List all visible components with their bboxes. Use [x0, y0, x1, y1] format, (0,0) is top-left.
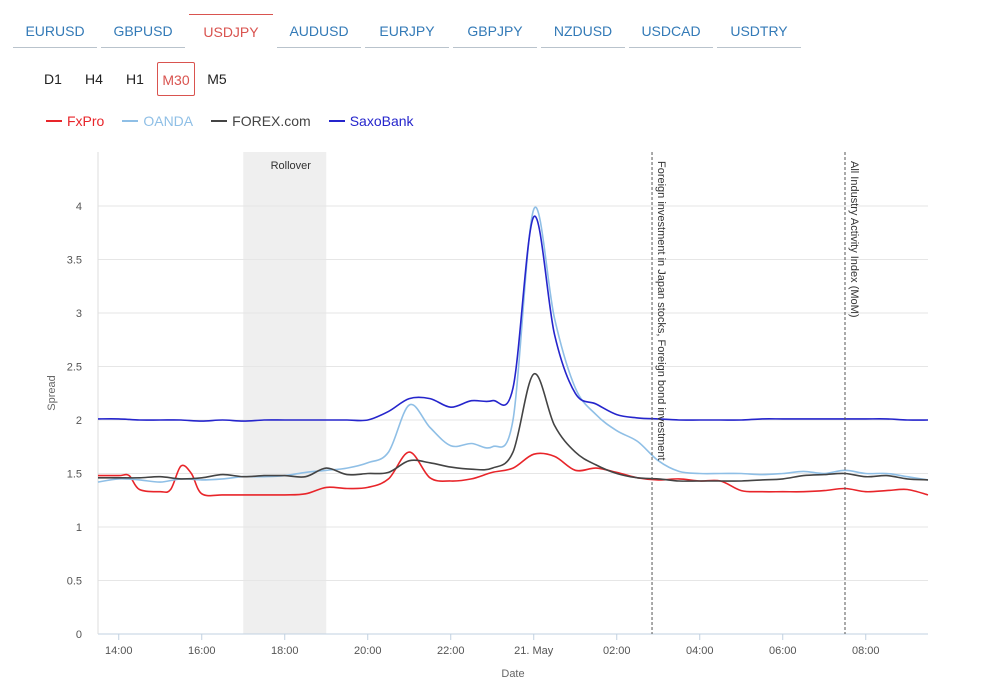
legend-item-saxobank[interactable]: SaxoBank: [328, 113, 414, 129]
legend-item-forex-com[interactable]: FOREX.com: [211, 113, 311, 129]
tab-nzdusd[interactable]: NZDUSD: [541, 14, 625, 48]
y-tick-label: 0.5: [67, 576, 82, 588]
legend-line-icon: [46, 120, 62, 122]
series-line-fxpro: [97, 451, 929, 497]
tab-usdcad[interactable]: USDCAD: [629, 14, 713, 48]
y-tick-label: 2: [76, 415, 82, 427]
tab-gbpusd[interactable]: GBPUSD: [101, 14, 185, 48]
timeframe-m5[interactable]: M5: [207, 71, 227, 87]
currency-pair-tabs: EURUSD GBPUSD USDJPY AUDUSD EURJPY GBPJPY NZDU…: [13, 14, 805, 48]
x-tick-label: 04:00: [686, 645, 714, 657]
y-tick-label: 2.5: [67, 362, 82, 374]
x-tick-label: 22:00: [437, 645, 465, 657]
legend-line-icon: [122, 120, 139, 122]
timeframe-m30[interactable]: M30: [157, 62, 195, 96]
legend-item-fxpro[interactable]: FxPro: [46, 113, 104, 129]
chart-legend: FxPro OANDA FOREX.com SaxoBank: [46, 113, 432, 129]
x-axis-title: Date: [501, 668, 524, 680]
y-tick-label: 3: [76, 308, 82, 320]
y-axis-title: Spread: [46, 375, 58, 410]
x-tick-label: 02:00: [603, 645, 631, 657]
tab-audusd[interactable]: AUDUSD: [277, 14, 361, 48]
x-tick-label: 21. May: [514, 645, 554, 657]
x-tick-label: 20:00: [354, 645, 382, 657]
legend-label: SaxoBank: [349, 113, 414, 129]
legend-label: OANDA: [143, 113, 194, 129]
y-tick-label: 1.5: [67, 469, 82, 481]
x-tick-label: 08:00: [852, 645, 880, 657]
tab-eurusd[interactable]: EURUSD: [13, 14, 97, 48]
series-line-forex-com: [98, 373, 929, 482]
series-line-saxobank: [97, 215, 929, 422]
y-tick-label: 4: [76, 201, 82, 213]
timeframe-tabs: D1 H4 H1 M30 M5: [34, 62, 239, 96]
x-tick-label: 16:00: [188, 645, 216, 657]
event-label: Foreign investment in Japan stocks, Fore…: [655, 161, 667, 461]
timeframe-h4[interactable]: H4: [85, 71, 103, 87]
tab-usdtry[interactable]: USDTRY: [717, 14, 801, 48]
event-label: All Industry Activity Index (MoM): [848, 161, 860, 318]
tab-usdjpy[interactable]: USDJPY: [189, 14, 273, 48]
y-tick-label: 0: [76, 629, 82, 641]
legend-line-icon: [211, 120, 228, 122]
legend-item-oanda[interactable]: OANDA: [122, 113, 193, 129]
legend-label: FOREX.com: [232, 113, 311, 129]
series-line-oanda: [97, 206, 929, 483]
x-tick-label: 14:00: [105, 645, 133, 657]
x-tick-label: 06:00: [769, 645, 797, 657]
y-tick-label: 3.5: [67, 255, 82, 267]
rollover-band: [243, 152, 327, 634]
y-tick-label: 1: [76, 522, 82, 534]
timeframe-d1[interactable]: D1: [44, 71, 62, 87]
tab-eurjpy[interactable]: EURJPY: [365, 14, 449, 48]
legend-line-icon: [328, 120, 345, 122]
timeframe-h1[interactable]: H1: [126, 71, 144, 87]
tab-gbpjpy[interactable]: GBPJPY: [453, 14, 537, 48]
rollover-label: Rollover: [271, 160, 312, 172]
x-tick-label: 18:00: [271, 645, 299, 657]
spread-chart: Rollover 0 0.5 1 1.5 2 2.5 3 3.5 4 14:00 16:00 18:00…: [46, 152, 929, 680]
legend-label: FxPro: [67, 113, 105, 129]
